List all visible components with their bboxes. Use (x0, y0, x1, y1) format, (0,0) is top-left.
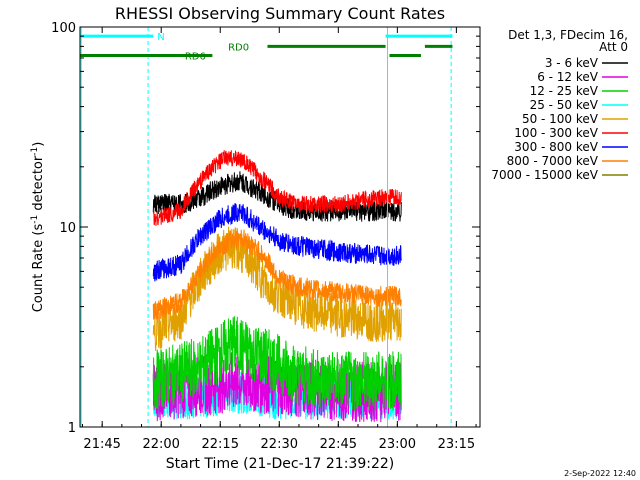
x-tick-label-5: 22:45 (320, 437, 357, 452)
x-tick-label-4: 22:30 (261, 437, 298, 452)
plot-area: N RD0 RD6 (80, 27, 453, 427)
x-axis-label: Start Time (21-Dec-17 21:39:22) (166, 456, 394, 472)
y-tick-label-1: 1 (68, 421, 76, 436)
legend-label-3: 12 - 25 keV (530, 84, 599, 98)
legend-label-8: 800 - 7000 keV (507, 154, 599, 168)
series-line-100to300keV (152, 150, 402, 226)
x-tick-label-3: 22:15 (202, 437, 239, 452)
state-label-rd6: RD6 (185, 52, 206, 63)
x-tick-label-7: 23:15 (438, 437, 475, 452)
legend-label-2: 6 - 12 keV (537, 70, 599, 84)
legend-label-5: 50 - 100 keV (522, 112, 599, 126)
series-line-3to6keV (152, 171, 402, 222)
legend-label-6: 100 - 300 keV (514, 126, 598, 140)
x-tick-label-2: 22:00 (142, 437, 179, 452)
series-line-300to800keV (152, 203, 402, 282)
legend-header-line2: Att 0 (599, 40, 628, 54)
chart-title: RHESSI Observing Summary Count Rates (115, 4, 445, 23)
state-label-n: N (157, 32, 164, 43)
y-tick-label-3: 100 (51, 21, 76, 36)
series-line-800to7000keV (152, 228, 402, 321)
y-axis: 1 10 100 (51, 21, 480, 436)
x-tick-label-6: 23:00 (379, 437, 416, 452)
legend-label-7: 300 - 800 keV (514, 140, 598, 154)
state-label-rd0: RD0 (228, 42, 249, 53)
series-line-12to25keV (152, 316, 402, 411)
legend-label-1: 3 - 6 keV (545, 56, 599, 70)
y-tick-label-2: 10 (59, 221, 76, 236)
x-tick-label-1: 21:45 (83, 437, 120, 452)
y-axis-label: Count Rate (s-1 detector-1) (30, 142, 46, 313)
legend-label-4: 25 - 50 keV (530, 98, 599, 112)
footer-date: 2-Sep-2022 12:40 (564, 469, 636, 478)
series-line-50to100keV (152, 226, 402, 352)
x-axis: 21:45 22:00 22:15 22:30 22:45 23:00 23:15 (81, 27, 477, 452)
legend-label-9: 7000 - 15000 keV (491, 168, 598, 182)
legend-header-line1: Det 1,3, FDecim 16, (508, 28, 628, 42)
